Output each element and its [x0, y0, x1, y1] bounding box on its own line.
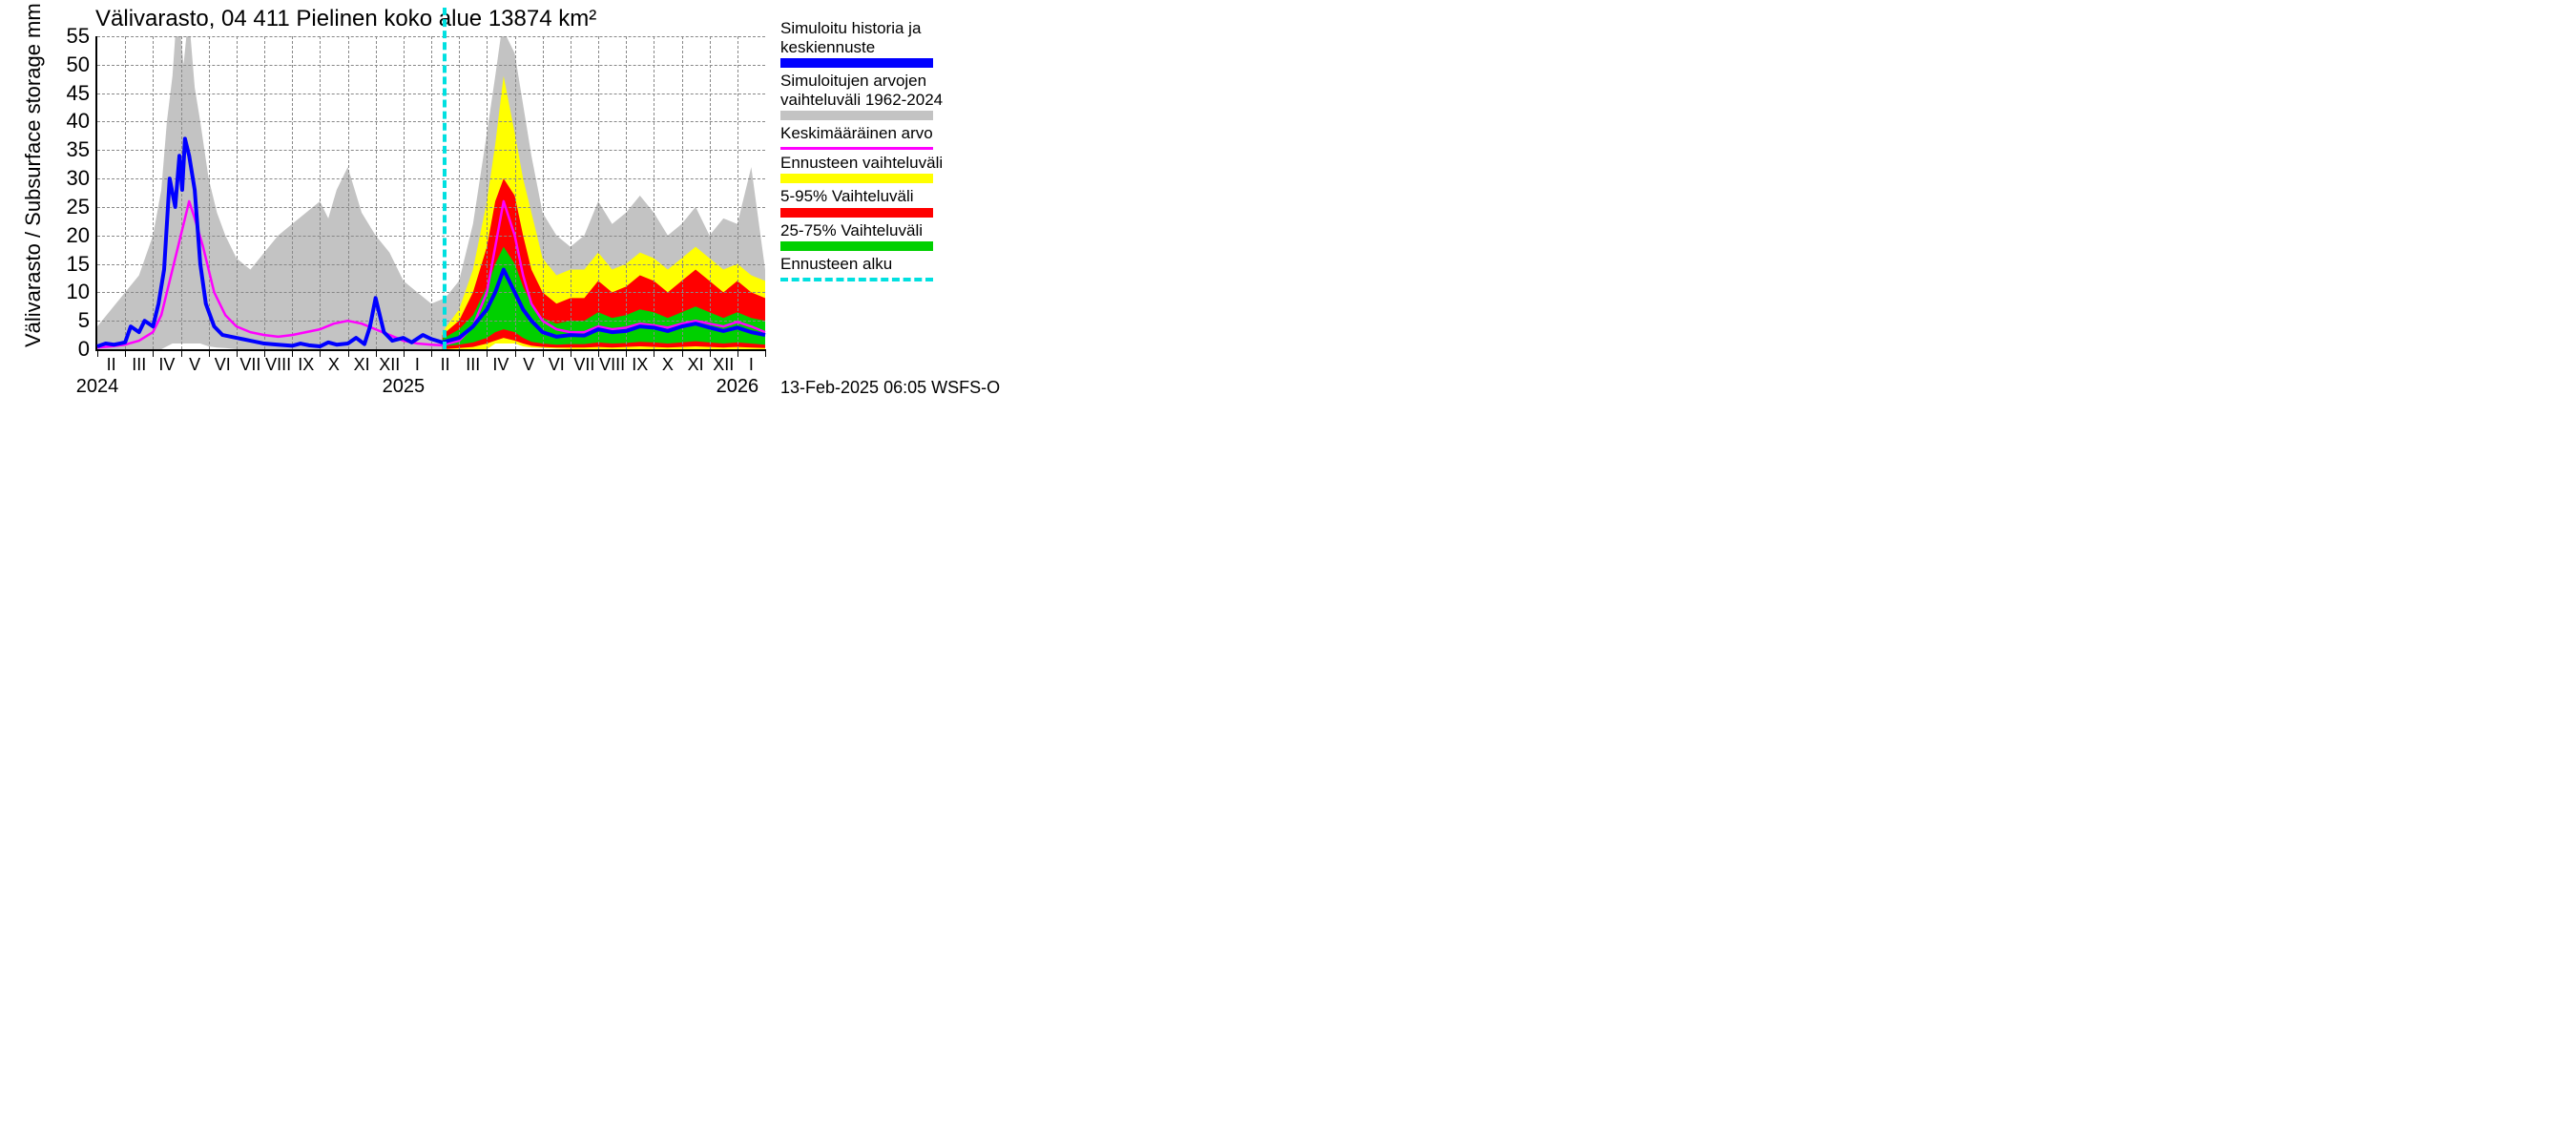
xtick-mark	[487, 349, 488, 357]
xtick-label: IV	[492, 349, 509, 375]
xtick-label: III	[466, 349, 480, 375]
legend-text: Ennusteen alku	[780, 255, 943, 274]
legend-swatch	[780, 147, 933, 150]
legend-text: Simuloitu historia ja	[780, 19, 943, 38]
y-axis-label: Välivarasto / Subsurface storage mm	[21, 3, 46, 347]
legend-entry: Ennusteen alku	[780, 255, 943, 281]
line-series	[97, 36, 765, 349]
legend-text: Keskimääräinen arvo	[780, 124, 943, 143]
ytick-label: 35	[67, 137, 97, 162]
xtick-mark	[153, 349, 154, 357]
xtick-label: VII	[239, 349, 260, 375]
legend: Simuloitu historia jakeskiennusteSimuloi…	[780, 19, 943, 285]
xtick-label: VI	[549, 349, 565, 375]
legend-entry: Simuloitu historia jakeskiennuste	[780, 19, 943, 68]
xtick-mark	[543, 349, 544, 357]
xtick-mark	[710, 349, 711, 357]
xtick-label: X	[328, 349, 340, 375]
legend-entry: Ennusteen vaihteluväli	[780, 154, 943, 184]
ytick-label: 50	[67, 52, 97, 77]
xtick-label: VI	[215, 349, 231, 375]
xtick-mark	[431, 349, 432, 357]
xtick-mark	[237, 349, 238, 357]
xtick-label: VIII	[265, 349, 291, 375]
year-label: 2026	[717, 349, 759, 398]
year-label: 2024	[76, 349, 119, 398]
legend-swatch	[780, 241, 933, 251]
ytick-label: 5	[78, 308, 97, 333]
legend-entry: 25-75% Vaihteluväli	[780, 221, 943, 252]
legend-swatch	[780, 278, 933, 281]
chart-title: Välivarasto, 04 411 Pielinen koko alue 1…	[95, 6, 596, 32]
legend-text: Simuloitujen arvojen	[780, 72, 943, 91]
ytick-label: 45	[67, 81, 97, 106]
xtick-mark	[181, 349, 182, 357]
xtick-mark	[209, 349, 210, 357]
legend-swatch	[780, 58, 933, 68]
forecast-start-line	[443, 8, 447, 349]
legend-text: 25-75% Vaihteluväli	[780, 221, 943, 240]
xtick-label: X	[662, 349, 674, 375]
xtick-label: IV	[158, 349, 175, 375]
chart-container: Välivarasto, 04 411 Pielinen koko alue 1…	[0, 0, 1431, 668]
xtick-label: XI	[354, 349, 370, 375]
legend-entry: Simuloitujen arvojenvaihteluväli 1962-20…	[780, 72, 943, 120]
xtick-label: IX	[632, 349, 648, 375]
footer-text: 13-Feb-2025 06:05 WSFS-O	[780, 378, 1000, 398]
xtick-label: III	[132, 349, 146, 375]
legend-text: 5-95% Vaihteluväli	[780, 187, 943, 206]
plot-area: 0510152025303540455055 IIIIIIVVVIVIIVIII…	[95, 36, 765, 351]
ytick-label: 30	[67, 166, 97, 191]
xtick-mark	[292, 349, 293, 357]
ytick-label: 55	[67, 24, 97, 49]
xtick-mark	[376, 349, 377, 357]
line-blue	[97, 138, 765, 346]
legend-text: Ennusteen vaihteluväli	[780, 154, 943, 173]
xtick-mark	[125, 349, 126, 357]
legend-text: vaihteluväli 1962-2024	[780, 91, 943, 110]
legend-entry: Keskimääräinen arvo	[780, 124, 943, 150]
year-label: 2025	[383, 349, 426, 398]
ytick-label: 15	[67, 252, 97, 277]
xtick-label: V	[189, 349, 200, 375]
ytick-label: 20	[67, 223, 97, 248]
xtick-label: IX	[298, 349, 314, 375]
legend-entry: 5-95% Vaihteluväli	[780, 187, 943, 218]
legend-text: keskiennuste	[780, 38, 943, 57]
xtick-mark	[765, 349, 766, 357]
xtick-mark	[626, 349, 627, 357]
xtick-mark	[320, 349, 321, 357]
xtick-label: II	[441, 349, 450, 375]
xtick-mark	[459, 349, 460, 357]
legend-swatch	[780, 174, 933, 183]
xtick-label: VIII	[599, 349, 625, 375]
xtick-mark	[682, 349, 683, 357]
xtick-label: VII	[573, 349, 594, 375]
xtick-label: V	[523, 349, 534, 375]
xtick-mark	[348, 349, 349, 357]
legend-swatch	[780, 208, 933, 218]
xtick-mark	[515, 349, 516, 357]
ytick-label: 40	[67, 109, 97, 134]
legend-swatch	[780, 111, 933, 120]
xtick-label: XI	[688, 349, 704, 375]
ytick-label: 25	[67, 195, 97, 219]
ytick-label: 10	[67, 280, 97, 304]
